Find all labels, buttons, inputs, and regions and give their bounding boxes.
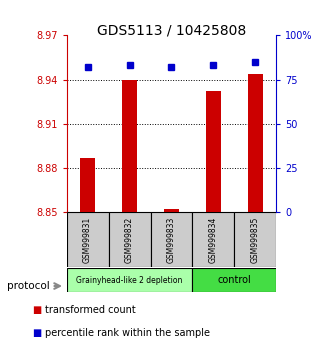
Bar — [80, 158, 95, 212]
Text: percentile rank within the sample: percentile rank within the sample — [45, 328, 210, 338]
Text: GSM999835: GSM999835 — [251, 217, 260, 263]
Bar — [206, 91, 221, 212]
Text: GSM999832: GSM999832 — [125, 217, 134, 263]
Text: GSM999831: GSM999831 — [83, 217, 92, 263]
FancyBboxPatch shape — [67, 212, 109, 267]
FancyBboxPatch shape — [234, 212, 276, 267]
Text: GDS5113 / 10425808: GDS5113 / 10425808 — [97, 23, 246, 37]
FancyBboxPatch shape — [67, 268, 192, 292]
FancyBboxPatch shape — [192, 212, 234, 267]
Text: GSM999834: GSM999834 — [209, 217, 218, 263]
Text: ■: ■ — [32, 328, 41, 338]
Text: ■: ■ — [32, 305, 41, 315]
Bar — [248, 74, 263, 212]
Text: GSM999833: GSM999833 — [167, 217, 176, 263]
FancyBboxPatch shape — [109, 212, 151, 267]
Bar — [164, 210, 179, 212]
FancyBboxPatch shape — [151, 212, 192, 267]
FancyBboxPatch shape — [192, 268, 276, 292]
Text: control: control — [217, 275, 251, 285]
Bar — [122, 80, 137, 212]
Text: Grainyhead-like 2 depletion: Grainyhead-like 2 depletion — [76, 275, 183, 285]
Text: protocol: protocol — [7, 281, 49, 291]
Text: transformed count: transformed count — [45, 305, 136, 315]
